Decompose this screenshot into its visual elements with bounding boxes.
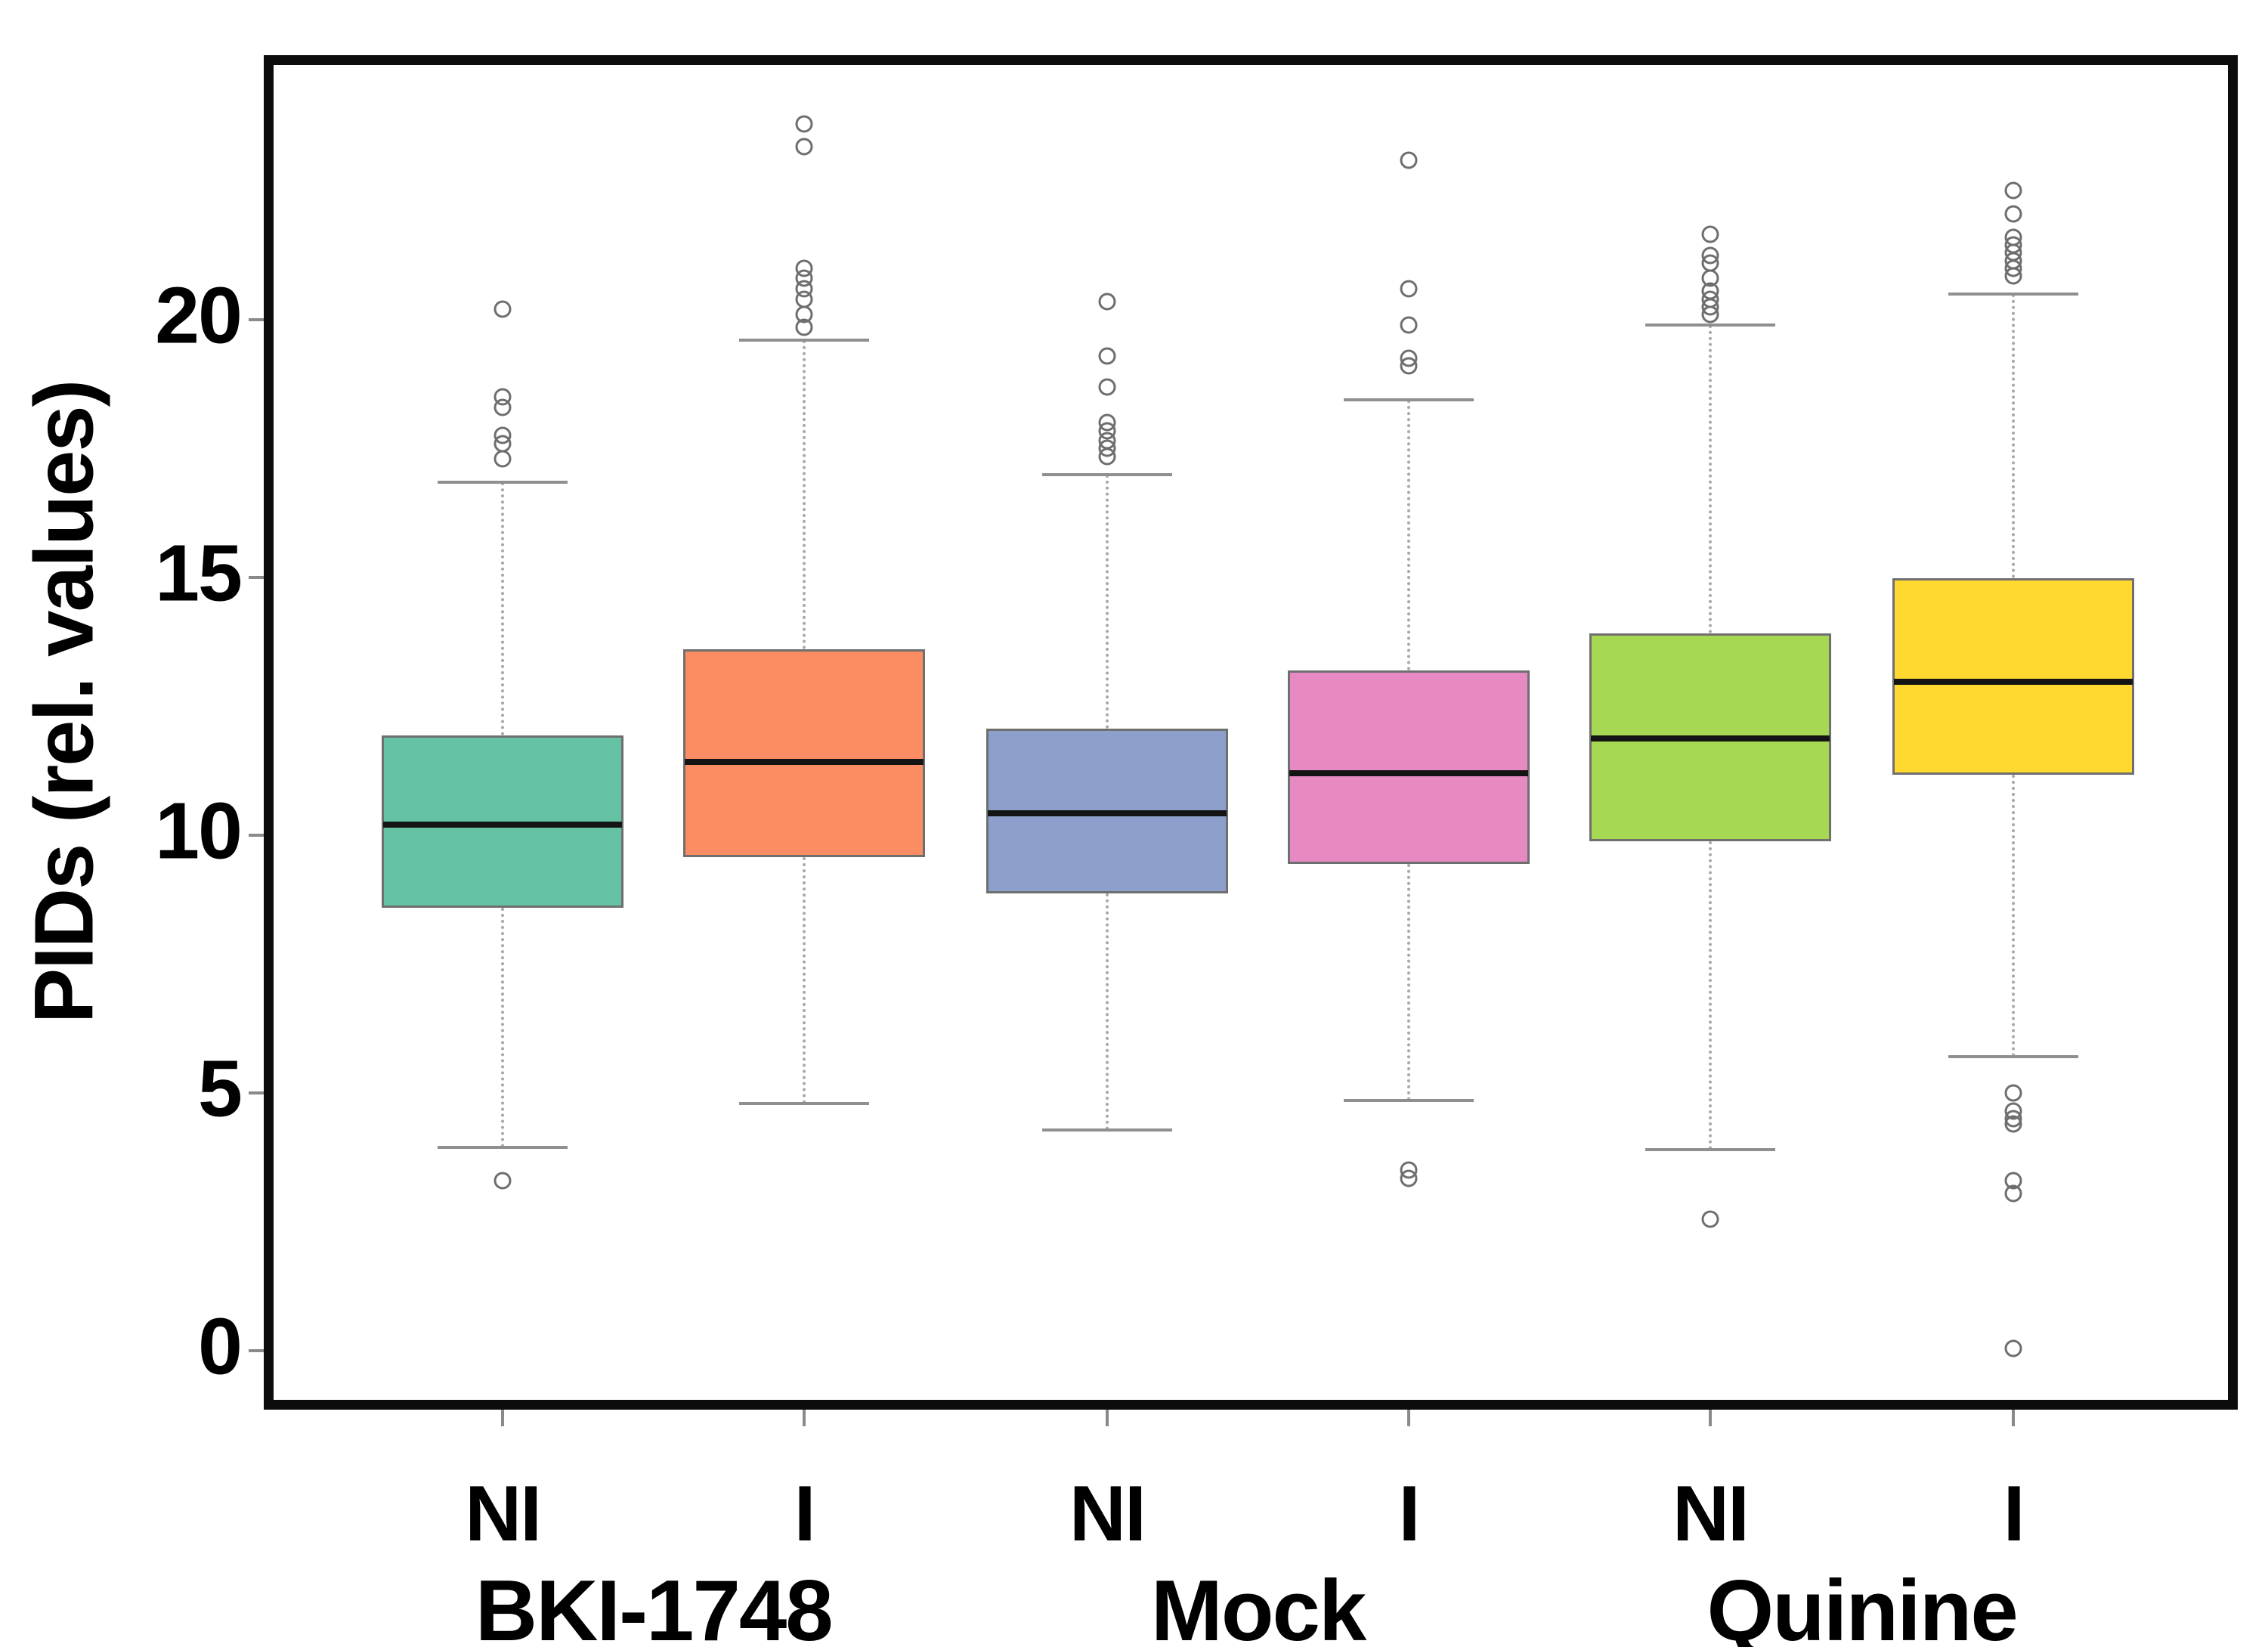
whisker-cap-low-bki-1748-i [739,1101,870,1105]
whisker-upper-quinine-i [2012,293,2016,579]
outlier-point-quinine-ni [1701,1210,1719,1228]
outlier-point-bki-1748-ni [494,426,512,444]
whisker-upper-quinine-ni [1708,324,1712,633]
outlier-point-mock-ni [1098,347,1116,365]
outlier-point-mock-i [1400,151,1418,169]
boxplot-box-mock-i [1287,670,1530,864]
x-condition-label-quinine-i: I [2003,1470,2025,1558]
whisker-cap-low-mock-i [1343,1099,1474,1103]
x-tick-mark [2012,1410,2016,1426]
x-group-label-bki-1748: BKI-1748 [475,1563,834,1647]
boxplot-box-bki-1748-i [683,649,926,857]
outlier-point-quinine-i [2004,228,2022,246]
boxplot-box-quinine-i [1892,578,2135,775]
x-tick-mark [803,1410,806,1426]
whisker-upper-mock-ni [1105,474,1109,729]
y-tick-label: 5 [198,1044,243,1134]
whisker-upper-mock-i [1406,399,1410,671]
median-line-bki-1748-ni [383,821,623,828]
y-tick-mark [249,1349,264,1353]
whisker-lower-bki-1748-ni [501,908,505,1147]
outlier-point-mock-i [1400,280,1418,298]
whisker-cap-high-mock-ni [1041,472,1172,476]
x-condition-label-quinine-ni: NI [1672,1470,1750,1558]
x-condition-label-bki-1748-i: I [794,1470,816,1558]
outlier-point-mock-ni [1098,293,1116,311]
whisker-cap-low-quinine-ni [1645,1148,1775,1152]
whisker-cap-high-quinine-ni [1645,323,1775,327]
outlier-point-quinine-i [2004,205,2022,223]
x-condition-label-mock-i: I [1398,1470,1420,1558]
x-tick-mark [1406,1410,1410,1426]
median-line-quinine-ni [1590,735,1830,741]
whisker-upper-bki-1748-i [803,340,806,649]
whisker-lower-quinine-ni [1708,841,1712,1150]
whisker-cap-low-bki-1748-ni [438,1145,568,1149]
x-tick-mark [501,1410,505,1426]
outlier-point-bki-1748-i [795,115,813,133]
y-tick-label: 20 [155,271,243,361]
whisker-cap-high-quinine-i [1948,292,2079,296]
outlier-point-bki-1748-ni [494,1172,512,1190]
outlier-point-bki-1748-i [795,138,813,156]
whisker-lower-bki-1748-i [803,856,806,1104]
whisker-cap-high-bki-1748-i [739,339,870,342]
x-condition-label-mock-ni: NI [1069,1470,1146,1558]
outlier-point-quinine-ni [1701,246,1719,265]
outlier-point-quinine-ni [1701,225,1719,243]
whisker-lower-quinine-i [2012,774,2016,1057]
outlier-point-quinine-ni [1701,269,1719,287]
median-line-bki-1748-i [685,758,924,765]
median-line-quinine-i [1894,679,2133,686]
y-tick-label: 10 [155,786,243,876]
median-line-mock-i [1289,770,1528,777]
whisker-cap-high-mock-i [1343,398,1474,401]
median-line-mock-ni [987,810,1227,816]
outlier-point-mock-i [1400,316,1418,334]
outlier-point-mock-i [1400,349,1418,367]
outlier-point-bki-1748-i [795,259,813,277]
outlier-point-quinine-i [2004,1115,2022,1133]
whisker-cap-high-bki-1748-ni [438,480,568,484]
outlier-point-quinine-i [2004,1339,2022,1358]
whisker-cap-low-mock-ni [1041,1128,1172,1132]
outlier-point-mock-i [1400,1169,1418,1187]
x-group-label-mock: Mock [1150,1563,1366,1647]
x-group-label-quinine: Quinine [1706,1563,2018,1647]
x-tick-mark [1708,1410,1712,1426]
y-tick-label: 15 [155,528,243,618]
whisker-lower-mock-i [1406,863,1410,1101]
outlier-point-quinine-i [2004,1184,2022,1203]
y-tick-label: 0 [198,1302,243,1392]
x-tick-mark [1105,1410,1109,1426]
outlier-point-quinine-i [2004,1084,2022,1102]
whisker-cap-low-quinine-i [1948,1055,2079,1059]
whisker-upper-bki-1748-ni [501,481,505,735]
x-condition-label-bki-1748-ni: NI [465,1470,542,1558]
whisker-lower-mock-ni [1105,893,1109,1131]
outlier-point-bki-1748-ni [494,450,512,468]
y-tick-mark [249,1091,264,1095]
y-tick-mark [249,834,264,837]
outlier-point-bki-1748-ni [494,388,512,406]
outlier-point-mock-ni [1098,413,1116,432]
y-axis-title: PIDs (rel. values) [17,380,111,1024]
outlier-point-bki-1748-ni [494,300,512,318]
outlier-point-quinine-i [2004,181,2022,200]
outlier-point-mock-ni [1098,378,1116,396]
y-tick-mark [249,576,264,580]
y-tick-mark [249,317,264,321]
outlier-point-bki-1748-i [795,305,813,324]
